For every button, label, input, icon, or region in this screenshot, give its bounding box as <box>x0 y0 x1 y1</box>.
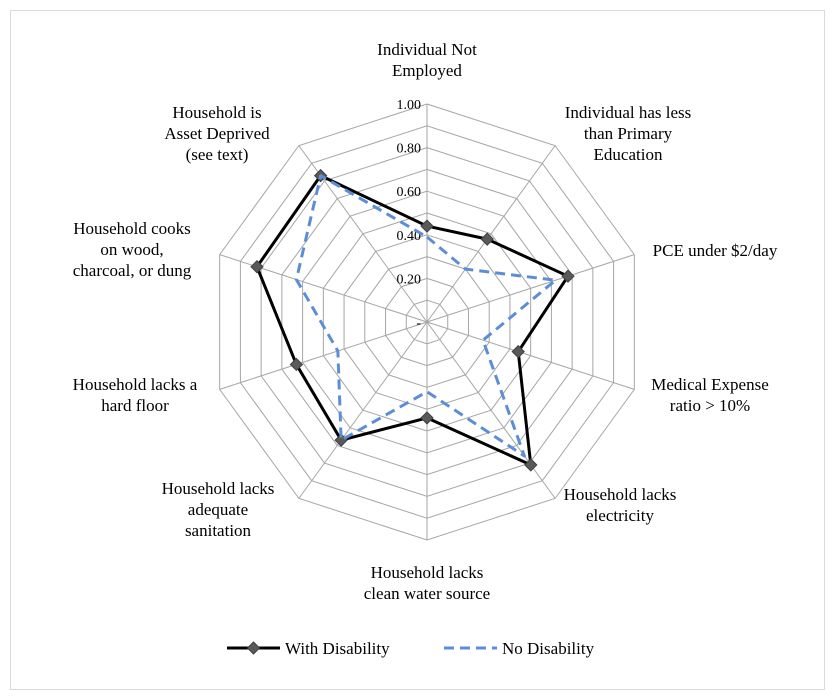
axis-label-line: Individual has less <box>565 103 692 122</box>
axis-label-line: Employed <box>392 61 462 80</box>
radial-tick-labels: - 0.20 0.40 0.60 0.80 1.00 <box>397 98 422 331</box>
axis-label: Household lacks adequate sanitation <box>162 479 275 540</box>
radar-series <box>250 168 575 472</box>
axis-label-line: Household lacks <box>371 563 484 582</box>
tick-label: 0.40 <box>397 229 422 244</box>
axis-label-line: Household lacks <box>162 479 275 498</box>
axis-label-line: adequate <box>188 500 248 519</box>
axis-label-line: sanitation <box>185 521 252 540</box>
data-point <box>289 357 304 372</box>
radar-grid <box>219 103 635 541</box>
tick-label: 0.60 <box>397 185 422 200</box>
data-point <box>420 219 434 233</box>
axis-label-line: Household lacks a <box>73 375 198 394</box>
tick-label: 0.80 <box>397 142 422 157</box>
chart-frame <box>10 10 825 690</box>
grid-spoke <box>298 321 428 499</box>
axis-label-line: ratio > 10% <box>670 396 750 415</box>
axis-label: Individual Not Employed <box>377 40 477 80</box>
axis-label-line: Individual Not <box>377 40 477 59</box>
grid-spoke <box>426 145 556 323</box>
grid-spoke <box>219 321 428 390</box>
axis-label-line: PCE under $2/day <box>653 241 778 260</box>
grid-spoke <box>426 254 635 323</box>
axis-label-line: Asset Deprived <box>164 124 270 143</box>
axis-label: Medical Expense ratio > 10% <box>651 375 769 415</box>
tick-label: 1.00 <box>397 98 422 113</box>
axis-label: Individual has less than Primary Education <box>565 103 692 164</box>
data-point <box>250 260 264 274</box>
data-point <box>561 269 575 283</box>
axis-label: Household lacks a hard floor <box>73 375 198 415</box>
series-line <box>255 174 570 467</box>
axis-label-line: on wood, <box>100 240 163 259</box>
legend-marker <box>246 641 261 655</box>
axis-label-line: Household cooks <box>73 219 191 238</box>
data-point <box>511 344 525 359</box>
axis-label-line: charcoal, or dung <box>73 261 192 280</box>
tick-label: - <box>416 316 421 331</box>
axis-label-line: hard floor <box>101 396 169 415</box>
legend-label: No Disability <box>502 639 595 658</box>
axis-labels: Individual Not Employed Individual has les… <box>73 40 778 603</box>
tick-label: 0.20 <box>397 272 422 287</box>
data-point <box>420 411 434 425</box>
axis-label-line: Household lacks <box>564 485 677 504</box>
axis-label: Household is Asset Deprived (see text) <box>164 103 270 164</box>
axis-label: Household lacks electricity <box>564 485 677 525</box>
data-point <box>524 458 538 472</box>
legend: With Disability No Disability <box>227 639 595 658</box>
legend-label: With Disability <box>285 639 390 658</box>
axis-label-line: Education <box>594 145 663 164</box>
axis-label: PCE under $2/day <box>653 241 778 260</box>
data-point <box>480 232 494 246</box>
legend-item: No Disability <box>444 639 595 658</box>
axis-label-line: (see text) <box>186 145 249 164</box>
axis-label: Household cooks on wood, charcoal, or dung <box>73 219 192 280</box>
axis-label-line: Medical Expense <box>651 375 769 394</box>
axis-label: Household lacks clean water source <box>364 563 490 603</box>
axis-label-line: Household is <box>172 103 261 122</box>
axis-label-line: clean water source <box>364 584 490 603</box>
grid-spoke <box>426 321 556 499</box>
axis-label-line: electricity <box>586 506 654 525</box>
axis-label-line: than Primary <box>584 124 673 143</box>
legend-item: With Disability <box>227 639 390 658</box>
grid-spoke <box>426 321 635 390</box>
